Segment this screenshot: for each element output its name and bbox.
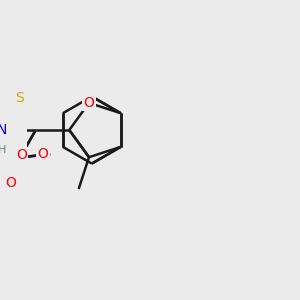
Text: O: O bbox=[16, 148, 27, 162]
Text: H: H bbox=[0, 145, 6, 155]
Text: O: O bbox=[38, 147, 48, 161]
Text: O: O bbox=[83, 96, 94, 110]
Text: N: N bbox=[0, 123, 7, 137]
Text: O: O bbox=[5, 176, 16, 190]
Text: S: S bbox=[15, 91, 24, 105]
